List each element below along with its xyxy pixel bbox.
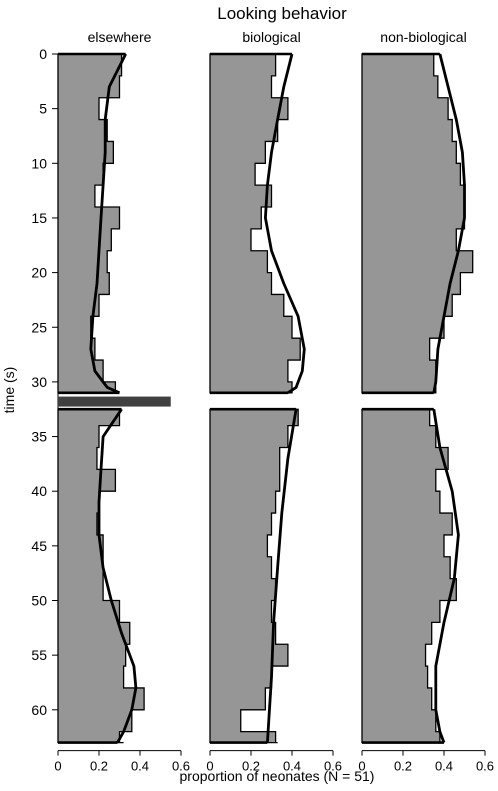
y-tick-label: 10: [31, 155, 47, 171]
x-tick-label: 0.6: [172, 759, 190, 774]
chart-title: Looking behavior: [217, 4, 347, 23]
panel-elsewhere: elsewhere 0 0.2 0.4 0.6: [54, 29, 190, 774]
panel-biological: biological 0 0.2 0.4 0.6: [206, 29, 342, 774]
y-tick-label: 60: [31, 702, 47, 718]
observed-area: [57, 53, 123, 394]
observed-area: [361, 53, 474, 394]
y-tick-label: 50: [31, 593, 47, 609]
smooth-fit-line: [264, 53, 306, 394]
panel-title: biological: [242, 29, 300, 45]
y-tick-label: 55: [31, 647, 47, 663]
observed-area: [209, 53, 301, 394]
panel-title: non-biological: [380, 29, 466, 45]
x-tick-label: 0: [206, 759, 213, 774]
observed-area: [209, 408, 299, 744]
x-tick-label: 0.6: [324, 759, 342, 774]
x-tick-label: 0.2: [90, 759, 108, 774]
y-axis-label: time (s): [1, 367, 17, 414]
y-tick-label: 40: [31, 483, 47, 499]
smooth-fit-line: [89, 53, 127, 395]
smooth-fit-line: [432, 53, 466, 394]
x-tick-label: 0.6: [476, 759, 494, 774]
y-tick-label: 45: [31, 538, 47, 554]
smooth-fit-line: [432, 408, 460, 744]
panel-non-biological: non-biological 0 0.2 0.4 0.6: [358, 29, 494, 774]
y-tick-label: 5: [39, 101, 47, 117]
x-tick-label: 0.2: [242, 759, 260, 774]
y-tick-label: 15: [31, 210, 47, 226]
x-axis-label: proportion of neonates (N = 51): [180, 768, 375, 784]
y-tick-label: 20: [31, 265, 47, 281]
y-tick-label: 25: [31, 319, 47, 335]
panel-title: elsewhere: [88, 29, 152, 45]
y-tick-label: 30: [31, 374, 47, 390]
x-tick-label: 0.2: [394, 759, 412, 774]
x-tick-label: 0: [54, 759, 61, 774]
x-tick-label: 0.4: [283, 759, 301, 774]
x-tick-label: 0.4: [131, 759, 149, 774]
x-tick-label: 0.4: [435, 759, 453, 774]
y-axis-ticks: 0 5 10 15 20 25 30 35 40 45 50 55 60: [31, 46, 59, 743]
smooth-fit-line: [266, 408, 298, 743]
segment-gap-marker: [58, 396, 171, 407]
y-tick-label: 35: [31, 429, 47, 445]
x-tick-label: 0: [358, 759, 365, 774]
y-tick-label: 0: [39, 46, 47, 62]
smooth-fit-line: [97, 408, 138, 744]
